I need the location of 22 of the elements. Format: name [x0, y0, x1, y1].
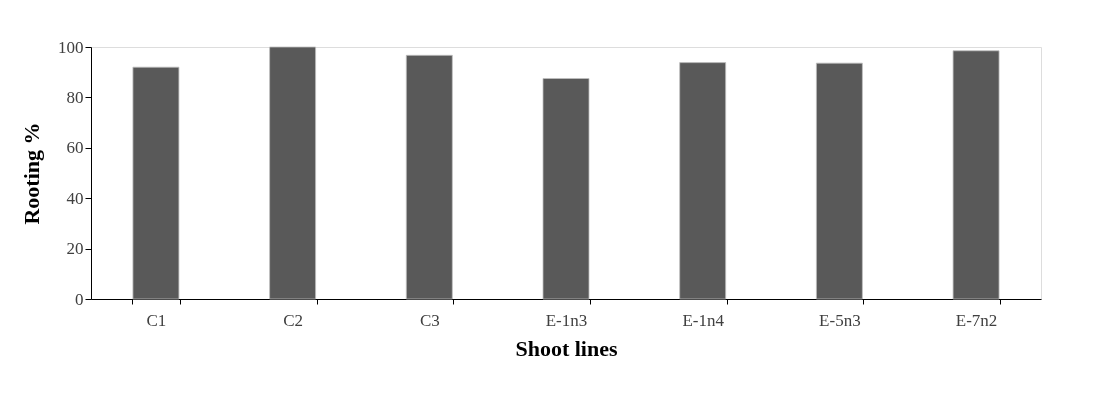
y-tick-label: 40 [66, 188, 84, 208]
x-tick-label: E-1n3 [545, 310, 588, 330]
bar [815, 62, 863, 300]
y-tick-label: 60 [66, 138, 84, 158]
y-tick-label: 100 [58, 37, 84, 57]
bar [405, 54, 453, 300]
x-tick-label: E-7n2 [955, 310, 998, 330]
bar [132, 66, 180, 300]
x-axis-title: Shoot lines [515, 335, 618, 361]
x-tick-label: C2 [283, 310, 304, 330]
bar [952, 50, 1000, 300]
x-tick-label: C1 [146, 310, 167, 330]
bar [679, 62, 727, 300]
x-tick-label: E-1n4 [682, 310, 725, 330]
y-axis-title: Rooting % [19, 122, 44, 225]
bar [269, 46, 317, 300]
y-tick-label: 20 [66, 239, 84, 259]
x-tick-label: C3 [419, 310, 440, 330]
bar [542, 78, 590, 300]
x-tick-label: E-5n3 [819, 310, 861, 330]
y-tick-label: 0 [75, 289, 84, 309]
y-tick-label: 80 [66, 87, 84, 107]
